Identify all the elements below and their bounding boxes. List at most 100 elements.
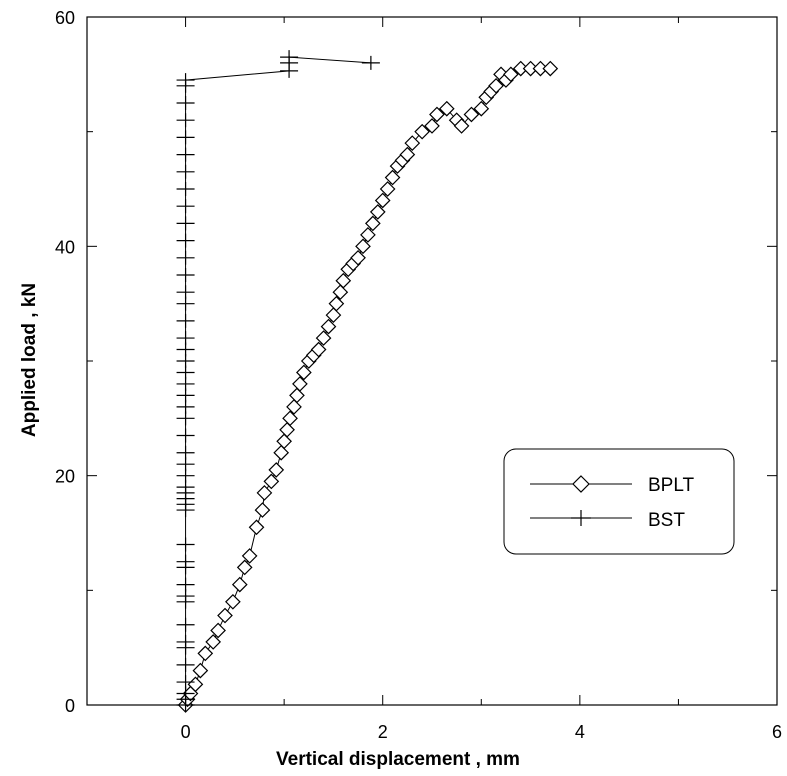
data-point-bplt xyxy=(369,204,386,220)
data-point-bplt xyxy=(453,118,470,134)
data-point-bst xyxy=(176,285,195,300)
data-point-bplt xyxy=(365,215,381,232)
data-point-bplt xyxy=(286,399,302,415)
data-point-bst xyxy=(176,130,195,145)
data-point-bst xyxy=(176,657,195,672)
data-point-bplt xyxy=(360,227,376,243)
y-tick-label: 40 xyxy=(55,237,75,257)
y-axis-title: Applied load , kN xyxy=(19,283,40,437)
data-point-bplt xyxy=(197,645,214,662)
data-point-bplt xyxy=(438,100,455,117)
series-bplt xyxy=(177,60,559,713)
data-point-bst xyxy=(176,73,195,88)
data-point-bst xyxy=(176,331,195,346)
data-point-bst xyxy=(176,675,195,690)
data-point-bplt xyxy=(282,410,298,427)
series-line-bplt xyxy=(185,68,551,706)
series-bst xyxy=(176,50,380,712)
y-tick-label: 60 xyxy=(55,8,75,28)
data-point-bplt xyxy=(296,364,312,381)
data-point-bplt xyxy=(236,559,253,576)
legend: BPLT BST xyxy=(503,448,735,555)
x-tick-label: 4 xyxy=(575,722,585,742)
data-point-bst xyxy=(176,268,195,282)
legend-label-bplt: BPLT xyxy=(648,475,695,496)
data-point-bplt xyxy=(192,662,209,679)
data-point-bplt xyxy=(256,485,273,501)
legend-label-bst: BST xyxy=(648,510,685,531)
data-point-bplt xyxy=(379,181,396,197)
data-point-bplt xyxy=(279,421,295,438)
legend-marker-bst xyxy=(571,510,591,526)
series-layer xyxy=(176,50,559,713)
x-tick-label: 6 xyxy=(772,722,782,742)
data-point-bst xyxy=(176,250,195,265)
data-point-bst xyxy=(176,577,195,592)
y-tick-label: 0 xyxy=(65,696,75,716)
x-tick-labels: 0 2 4 6 xyxy=(181,722,782,742)
data-point-bplt xyxy=(292,376,308,392)
data-point-bplt xyxy=(473,100,490,117)
data-point-bplt xyxy=(268,462,285,478)
y-tick-label: 20 xyxy=(55,467,75,487)
data-point-bplt xyxy=(335,272,352,289)
data-point-bplt xyxy=(276,433,292,450)
x-tick-label: 2 xyxy=(378,722,388,742)
data-point-bst xyxy=(176,554,195,569)
data-point-bst xyxy=(176,428,195,443)
legend-box xyxy=(503,448,735,555)
data-point-bplt xyxy=(414,123,430,140)
data-point-bplt xyxy=(332,284,349,301)
data-point-bplt xyxy=(384,169,401,186)
data-point-bplt xyxy=(315,330,332,346)
data-point-bplt xyxy=(374,192,391,209)
data-point-bplt xyxy=(241,548,258,564)
x-tick-label: 0 xyxy=(181,722,191,742)
y-tick-labels: 0 20 40 60 xyxy=(55,8,75,716)
data-point-bst xyxy=(176,233,195,248)
data-point-bplt xyxy=(325,307,342,323)
data-point-bst xyxy=(176,537,195,552)
data-point-bst xyxy=(176,113,195,128)
data-point-bplt xyxy=(205,634,222,650)
data-point-bplt xyxy=(289,387,305,404)
data-point-bst xyxy=(176,199,195,214)
data-point-bplt xyxy=(355,238,371,255)
data-point-bst xyxy=(176,445,195,460)
data-point-bplt xyxy=(254,502,271,518)
data-point-bplt xyxy=(404,135,421,151)
data-point-bst xyxy=(280,50,299,65)
data-point-bplt xyxy=(263,473,280,490)
data-point-bplt xyxy=(328,295,345,312)
data-point-bplt xyxy=(210,622,226,639)
data-point-bplt xyxy=(350,249,366,266)
data-point-bst xyxy=(176,216,195,231)
data-point-bst xyxy=(361,55,380,70)
data-point-bplt xyxy=(429,106,445,123)
legend-marker-bplt xyxy=(572,475,590,493)
data-point-bst xyxy=(176,96,195,110)
data-point-bst xyxy=(176,164,195,179)
x-axis-title: Vertical displacement , mm xyxy=(276,749,520,770)
data-point-bplt xyxy=(503,66,519,83)
data-point-bplt xyxy=(273,444,290,461)
data-point-bplt xyxy=(542,60,559,77)
data-point-bplt xyxy=(488,77,504,94)
data-point-bst xyxy=(176,147,195,162)
axis-ticks xyxy=(86,16,778,706)
series-line-bst xyxy=(185,56,371,705)
data-point-bplt xyxy=(231,576,248,593)
data-point-bst xyxy=(176,182,195,196)
data-point-bplt xyxy=(463,106,480,123)
data-point-bplt xyxy=(310,341,327,358)
data-point-bplt xyxy=(248,519,265,536)
data-point-bst xyxy=(176,617,195,632)
data-point-bst xyxy=(176,634,195,649)
data-point-bplt xyxy=(399,146,416,163)
data-point-bplt xyxy=(320,318,337,335)
data-point-bst xyxy=(176,313,195,328)
data-point-bplt xyxy=(217,607,233,624)
data-point-bplt xyxy=(424,118,440,134)
data-point-bplt xyxy=(225,593,241,610)
